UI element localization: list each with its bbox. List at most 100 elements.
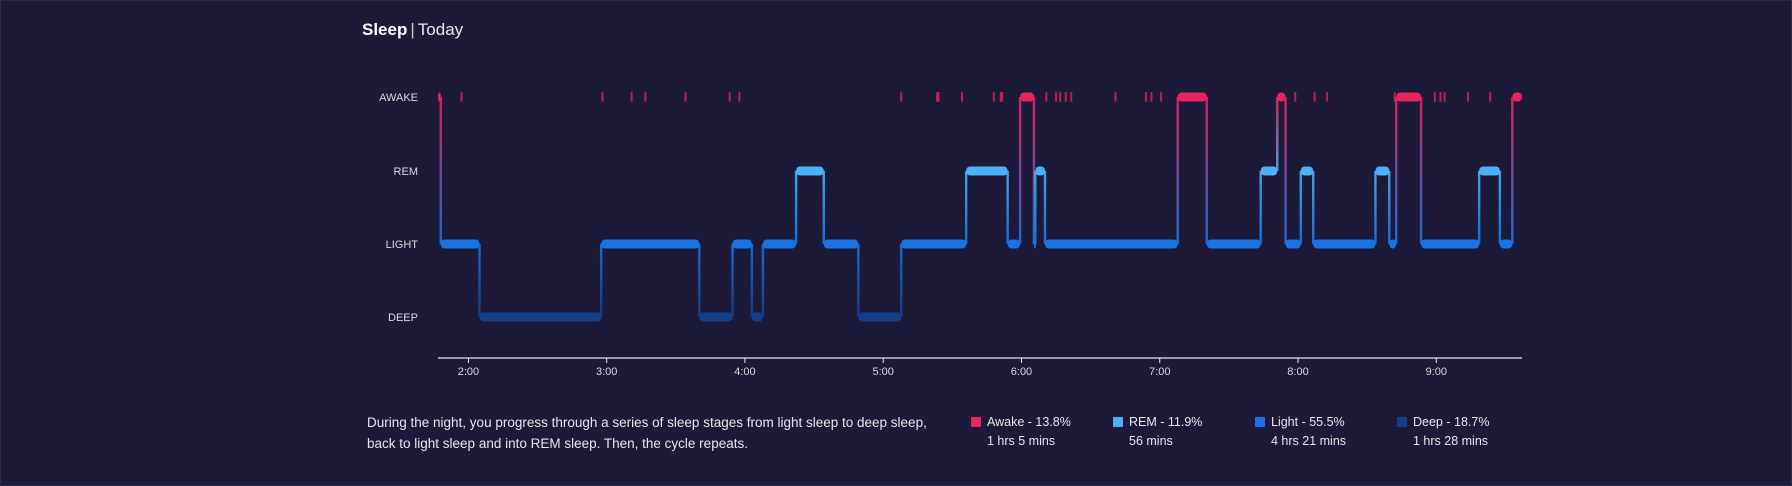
stage-segment-awake[interactable]	[1020, 92, 1034, 102]
stage-segment-light[interactable]	[1007, 239, 1021, 249]
brief-awakening-mark	[1114, 92, 1117, 102]
stage-transition	[794, 171, 798, 244]
x-tick-label: 6:00	[1011, 366, 1032, 378]
x-tick-label: 8:00	[1287, 366, 1308, 378]
brief-awakening-mark	[1433, 92, 1436, 102]
stage-segment-awake[interactable]	[1512, 92, 1522, 102]
stage-segment-light[interactable]	[1499, 239, 1513, 249]
stage-transition	[822, 171, 825, 244]
stage-transition	[899, 244, 903, 317]
brief-awakening-mark	[684, 92, 687, 102]
x-tick-label: 3:00	[596, 366, 617, 378]
legend-item: Light - 55.5% 4 hrs 21 mins	[1255, 413, 1346, 448]
stage-transition	[1034, 171, 1037, 244]
brief-awakening-mark	[1070, 92, 1073, 102]
stage-segment-light[interactable]	[762, 239, 797, 249]
brief-awakening-mark	[1294, 92, 1297, 102]
brief-awakening-mark	[1393, 92, 1396, 102]
stage-segment-rem[interactable]	[796, 166, 824, 176]
legend-row: REM - 11.9%	[1113, 413, 1202, 431]
stage-segment-light[interactable]	[601, 239, 700, 249]
x-tick-label: 5:00	[873, 366, 894, 378]
stage-segment-deep[interactable]	[479, 312, 602, 322]
stage-transition	[1374, 171, 1377, 244]
legend-duration: 1 hrs 5 mins	[987, 434, 1056, 448]
stage-transition	[1511, 97, 1514, 244]
stage-segment-awake[interactable]	[1396, 92, 1422, 102]
stage-segment-light[interactable]	[1033, 239, 1036, 249]
stage-transition	[599, 244, 603, 317]
legend-item: Deep - 18.7% 1 hrs 28 mins	[1397, 413, 1489, 448]
stage-segment-awake[interactable]	[438, 92, 441, 102]
stage-segment-rem[interactable]	[966, 166, 1008, 176]
title-sleep: Sleep	[362, 20, 408, 39]
stage-segment-light[interactable]	[1044, 239, 1178, 249]
brief-awakening-mark	[900, 92, 903, 102]
stage-segment-deep[interactable]	[751, 312, 763, 322]
stage-transition	[964, 171, 968, 244]
stage-segment-rem[interactable]	[1035, 166, 1045, 176]
legend-label: REM - 11.9%	[1129, 415, 1203, 429]
stage-transition	[1276, 97, 1279, 171]
legend-swatch	[971, 417, 981, 427]
stage-segment-light[interactable]	[440, 239, 480, 249]
stage-transition	[439, 97, 442, 244]
brief-awakening-mark	[1001, 92, 1004, 102]
stage-segment-light[interactable]	[1313, 239, 1376, 249]
brief-awakening-mark	[1144, 92, 1147, 102]
stage-segment-deep[interactable]	[858, 312, 902, 322]
legend-swatch	[1255, 417, 1265, 427]
stage-transition	[1205, 97, 1208, 244]
y-label-deep: DEEP	[388, 312, 418, 324]
legend-duration: 56 mins	[1129, 434, 1173, 448]
stage-segment-light[interactable]	[1421, 239, 1480, 249]
stage-segment-light[interactable]	[1285, 239, 1301, 249]
stage-segment-light[interactable]	[901, 239, 967, 249]
stage-segment-awake[interactable]	[1277, 92, 1286, 102]
x-tick-label: 9:00	[1426, 366, 1447, 378]
y-label-awake: AWAKE	[379, 92, 418, 104]
stage-transition	[1388, 171, 1391, 244]
legend-row: Deep - 18.7%	[1397, 413, 1489, 431]
stage-segment-light[interactable]	[1389, 239, 1397, 249]
brief-awakening-mark	[1467, 92, 1470, 102]
stage-segment-rem[interactable]	[1375, 166, 1390, 176]
brief-awakening-mark	[601, 92, 604, 102]
stage-transition	[857, 244, 860, 317]
brief-awakening-mark	[460, 92, 463, 102]
brief-awakening-mark	[1439, 92, 1442, 102]
brief-awakening-mark	[1064, 92, 1067, 102]
stage-transition	[1032, 97, 1036, 244]
stage-transition	[750, 244, 754, 317]
brief-awakening-mark	[1313, 92, 1316, 102]
brief-awakening-mark	[1326, 92, 1329, 102]
stage-segment-rem[interactable]	[1260, 166, 1278, 176]
x-tick-label: 2:00	[458, 366, 479, 378]
stage-transition	[1284, 97, 1287, 244]
stage-segment-light[interactable]	[732, 239, 752, 249]
stage-segment-deep[interactable]	[699, 312, 733, 322]
legend-item: Awake - 13.8% 1 hrs 5 mins	[971, 413, 1071, 448]
brief-awakening-mark	[937, 92, 940, 102]
stage-segment-awake[interactable]	[1177, 92, 1207, 102]
stage-segment-rem[interactable]	[1479, 166, 1500, 176]
brief-awakening-mark	[738, 92, 741, 102]
stage-transition	[1043, 171, 1047, 244]
stage-transition	[731, 244, 734, 317]
stage-segment-light[interactable]	[823, 239, 859, 249]
legend-label: Light - 55.5%	[1271, 415, 1345, 429]
brief-awakening-mark	[1160, 92, 1163, 102]
brief-awakening-mark	[644, 92, 647, 102]
legend-duration: 4 hrs 21 mins	[1271, 434, 1347, 448]
title-period[interactable]: Today	[417, 20, 464, 39]
stage-segment-rem[interactable]	[1300, 166, 1314, 176]
stage-transition	[1006, 171, 1009, 244]
y-label-rem: REM	[394, 166, 418, 178]
stage-segment-light[interactable]	[1206, 239, 1261, 249]
stage-transition	[1419, 97, 1423, 244]
legend-row: Awake - 13.8%	[971, 413, 1071, 431]
brief-awakening-mark	[1045, 92, 1048, 102]
x-tick-label: 7:00	[1149, 366, 1170, 378]
stage-transition	[1018, 97, 1022, 244]
